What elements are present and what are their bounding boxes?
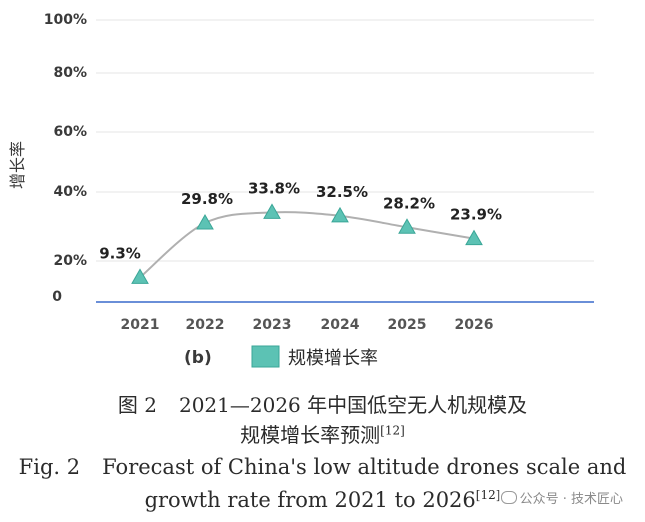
y-tick-label: 100% bbox=[44, 12, 87, 28]
data-label: 29.8% bbox=[181, 190, 233, 208]
caption-cn-title: 2021—2026 年中国低空无人机规模及 bbox=[178, 393, 528, 417]
data-point-marker bbox=[465, 229, 483, 246]
y-tick-label: 60% bbox=[53, 124, 87, 140]
series-line bbox=[139, 211, 475, 279]
y-tick-label: 80% bbox=[53, 65, 87, 81]
data-label: 23.9% bbox=[450, 206, 502, 224]
y-axis-label: 增长率 bbox=[8, 141, 27, 189]
data-label: 33.8% bbox=[248, 179, 300, 197]
x-axis: 2021 2022 2023 2024 2025 2026 bbox=[121, 317, 494, 333]
caption-en-title-2: growth rate from 2021 to 2026 bbox=[144, 488, 476, 512]
x-tick-label: 2026 bbox=[455, 317, 494, 333]
watermark: 公众号 · 技术匠心 bbox=[498, 488, 625, 507]
caption-cn-prefix: 图 2 bbox=[117, 393, 157, 417]
x-tick-label: 2023 bbox=[253, 317, 292, 333]
data-labels: 9.3% 29.8% 33.8% 32.5% 28.2% 23.9% bbox=[99, 179, 502, 262]
data-label: 28.2% bbox=[383, 194, 435, 212]
y-tick-label: 40% bbox=[53, 184, 87, 200]
data-point-marker bbox=[196, 214, 214, 230]
x-tick-label: 2024 bbox=[321, 317, 360, 333]
caption-en-line2: growth rate from 2021 to 2026[12] bbox=[0, 488, 645, 512]
grid bbox=[96, 19, 594, 262]
caption-en-line1: Fig. 2 Forecast of China's low altitude d… bbox=[0, 455, 645, 479]
caption-cn-ref: [12] bbox=[380, 423, 405, 438]
y-axis: 0 20% 40% 60% 80% 100% bbox=[44, 12, 87, 305]
series-markers bbox=[131, 203, 483, 284]
x-tick-label: 2025 bbox=[388, 317, 427, 333]
caption-en-title: Forecast of China's low altitude drones … bbox=[102, 455, 627, 479]
y-tick-label: 20% bbox=[53, 253, 87, 269]
data-point-marker bbox=[331, 206, 349, 223]
caption-en-prefix: Fig. 2 bbox=[18, 455, 81, 479]
data-point-marker bbox=[398, 218, 416, 234]
data-point-marker bbox=[131, 268, 149, 284]
wechat-icon bbox=[500, 491, 517, 504]
data-label: 32.5% bbox=[316, 183, 368, 201]
panel-label: (b) bbox=[184, 348, 212, 368]
chart: 020%40%60%80%100% 2021 2022 2023 2024 2025 20… bbox=[8, 12, 594, 369]
legend-swatch bbox=[251, 345, 280, 368]
caption-cn-line1: 图 2 2021—2026 年中国低空无人机规模及 bbox=[0, 389, 645, 418]
data-point-marker bbox=[263, 203, 281, 219]
watermark-text: 公众号 · 技术匠心 bbox=[519, 492, 623, 507]
legend-label: 规模增长率 bbox=[288, 348, 378, 369]
data-label: 9.3% bbox=[99, 244, 141, 262]
x-tick-label: 2022 bbox=[186, 317, 225, 333]
y-tick-label: 0 bbox=[52, 289, 62, 305]
caption-cn-title-2: 规模增长率预测 bbox=[240, 423, 381, 447]
caption-en-ref: [12] bbox=[475, 488, 501, 502]
x-tick-label: 2021 bbox=[121, 317, 160, 333]
caption-cn-line2: 规模增长率预测[12] bbox=[0, 419, 645, 448]
